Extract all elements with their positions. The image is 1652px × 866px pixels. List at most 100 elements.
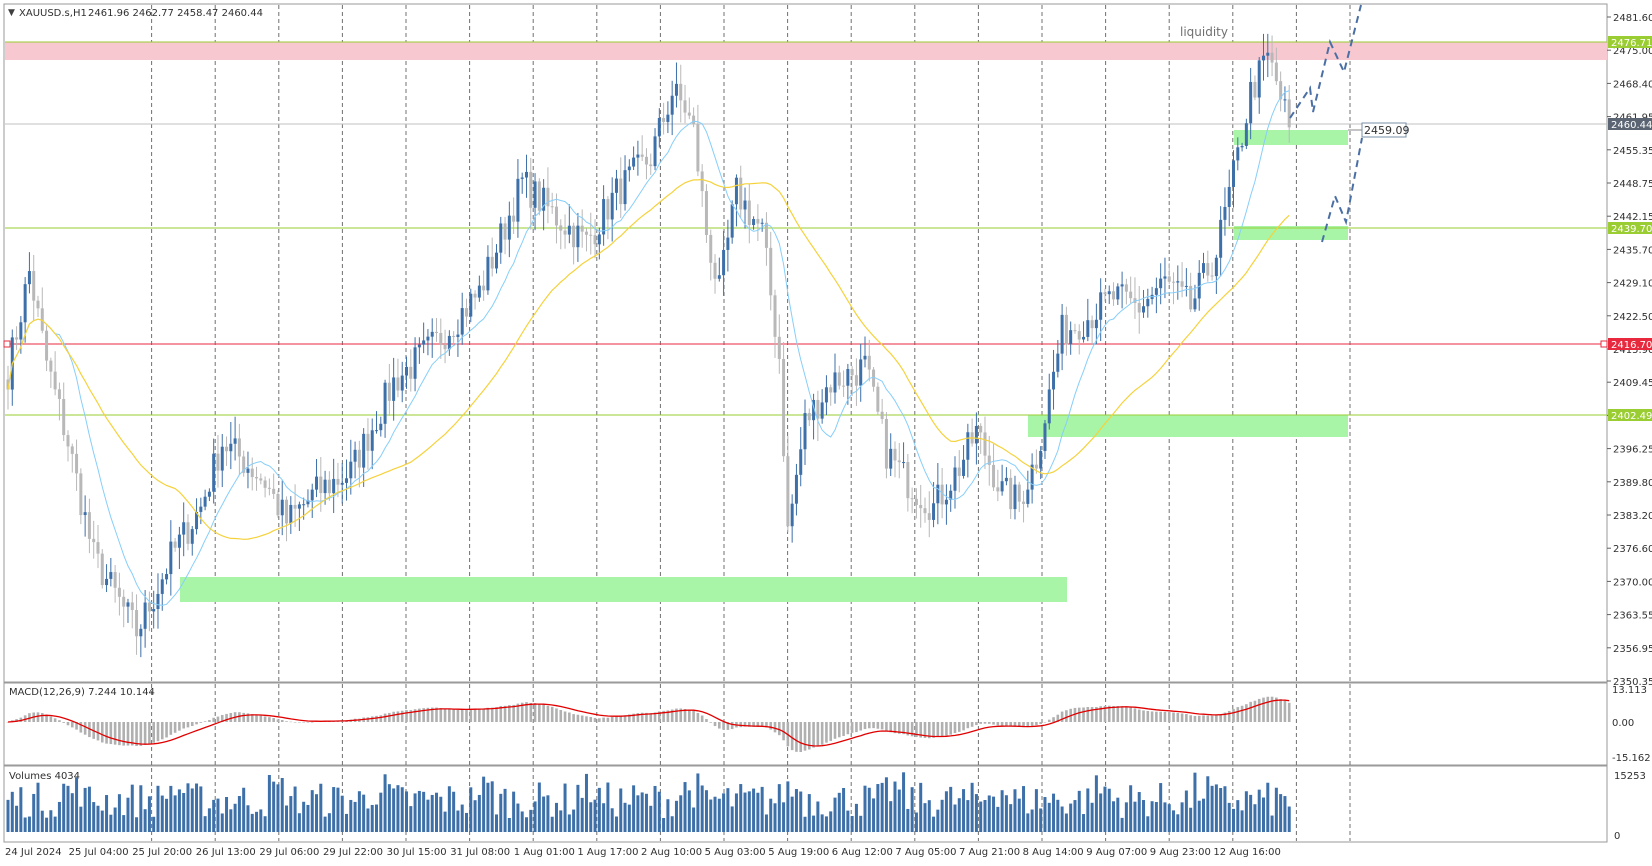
macd-bar bbox=[576, 714, 580, 722]
candle bbox=[1270, 35, 1274, 77]
volume-bar bbox=[1163, 802, 1167, 832]
candle bbox=[357, 440, 361, 488]
candle bbox=[1279, 71, 1283, 112]
volume-bar bbox=[760, 786, 764, 832]
volume-bar bbox=[422, 791, 426, 832]
volume-bar bbox=[1266, 782, 1270, 832]
macd-bar bbox=[748, 722, 751, 727]
candle bbox=[747, 183, 751, 244]
time-axis-label: 9 Aug 23:00 bbox=[1150, 847, 1211, 858]
liquidity-annotation[interactable]: liquidity bbox=[1180, 25, 1228, 39]
volume-bars bbox=[6, 772, 1291, 832]
candle bbox=[139, 624, 143, 658]
volume-bar bbox=[700, 785, 704, 832]
macd-bar bbox=[1206, 715, 1210, 722]
macd-label: MACD(12,26,9) 7.244 10.144 bbox=[9, 687, 155, 698]
volume-bar bbox=[1039, 808, 1043, 832]
volume-bar bbox=[302, 801, 306, 832]
macd-bar bbox=[915, 722, 918, 738]
macd-bar bbox=[1189, 715, 1192, 722]
volume-bar bbox=[220, 813, 224, 832]
candle bbox=[507, 201, 511, 258]
macd-bar bbox=[705, 719, 708, 722]
candle bbox=[173, 537, 177, 552]
volume-bar bbox=[537, 782, 541, 832]
macd-bar bbox=[435, 707, 438, 722]
macd-bar bbox=[495, 707, 498, 722]
volume-bar bbox=[752, 788, 756, 832]
macd-bar bbox=[953, 722, 957, 734]
volume-bar bbox=[704, 790, 708, 832]
volume-bar bbox=[92, 802, 96, 832]
candle bbox=[1000, 464, 1004, 496]
volume-bar bbox=[653, 785, 657, 832]
macd-bar bbox=[812, 722, 815, 748]
macd-bar bbox=[923, 722, 927, 738]
macd-bar bbox=[1009, 722, 1012, 727]
time-axis-label: 5 Aug 19:00 bbox=[768, 847, 829, 858]
time-axis[interactable]: 24 Jul 2024 25 Jul 04:00 25 Jul 20:00 26 Ju… bbox=[5, 847, 1281, 858]
candle bbox=[1039, 446, 1043, 480]
key-level-left-handle[interactable] bbox=[3, 340, 11, 348]
candle bbox=[1219, 206, 1223, 277]
candle bbox=[962, 445, 966, 479]
candle bbox=[1154, 277, 1158, 314]
macd-bar bbox=[396, 711, 400, 722]
collapse-arrow-icon[interactable]: ▼ bbox=[8, 8, 15, 18]
candle bbox=[790, 494, 794, 543]
macd-bar bbox=[949, 722, 952, 735]
volume-bar bbox=[1022, 786, 1026, 832]
ohlc-values: 2461.96 2462.77 2458.47 2460.44 bbox=[88, 8, 263, 19]
candle bbox=[135, 594, 139, 655]
volume-bar bbox=[529, 809, 533, 832]
macd-bar bbox=[83, 722, 87, 735]
projection-path-upper[interactable] bbox=[1289, 4, 1362, 119]
volume-bar bbox=[1004, 795, 1008, 832]
projection-path-lower[interactable] bbox=[1321, 137, 1363, 243]
candle bbox=[216, 435, 220, 488]
volume-bar bbox=[936, 809, 940, 832]
volume-bar bbox=[494, 814, 498, 832]
volume-bar bbox=[259, 809, 263, 832]
volume-bar bbox=[117, 794, 121, 832]
volume-bar bbox=[794, 789, 798, 832]
macd-bar bbox=[126, 722, 130, 746]
macd-bar bbox=[1249, 701, 1252, 722]
candle bbox=[837, 365, 841, 390]
candle bbox=[1069, 321, 1073, 355]
candle bbox=[57, 382, 61, 421]
candle bbox=[1202, 252, 1206, 279]
volume-bar bbox=[674, 800, 678, 832]
macd-bar bbox=[756, 722, 760, 727]
macd-bar bbox=[460, 709, 464, 722]
key-level-right-handle[interactable] bbox=[1600, 340, 1608, 348]
macd-bar bbox=[508, 705, 511, 722]
candle bbox=[1287, 85, 1291, 143]
macd-bar bbox=[45, 714, 48, 722]
volume-bar bbox=[854, 803, 858, 832]
macd-bar bbox=[143, 722, 147, 745]
macd-bar bbox=[469, 709, 473, 722]
candle bbox=[117, 572, 121, 616]
macd-bar bbox=[105, 722, 108, 744]
candle bbox=[1013, 475, 1017, 520]
candle bbox=[807, 408, 811, 427]
candle bbox=[1047, 373, 1051, 430]
macd-bar bbox=[1227, 710, 1231, 722]
candle bbox=[152, 590, 156, 629]
candle bbox=[503, 216, 507, 255]
candle bbox=[653, 128, 657, 171]
candle bbox=[332, 458, 336, 514]
volume-bar bbox=[764, 814, 768, 832]
volume-bar bbox=[606, 782, 610, 832]
volume-bar bbox=[1077, 790, 1081, 832]
candle bbox=[932, 482, 936, 528]
macd-bar bbox=[220, 714, 224, 722]
macd-scale-zero: 0.00 bbox=[1612, 718, 1634, 729]
volume-bar bbox=[876, 784, 880, 832]
volume-bar bbox=[413, 793, 417, 832]
candle bbox=[1189, 272, 1193, 313]
macd-bar bbox=[1077, 707, 1081, 722]
callout-box[interactable] bbox=[1361, 122, 1407, 138]
